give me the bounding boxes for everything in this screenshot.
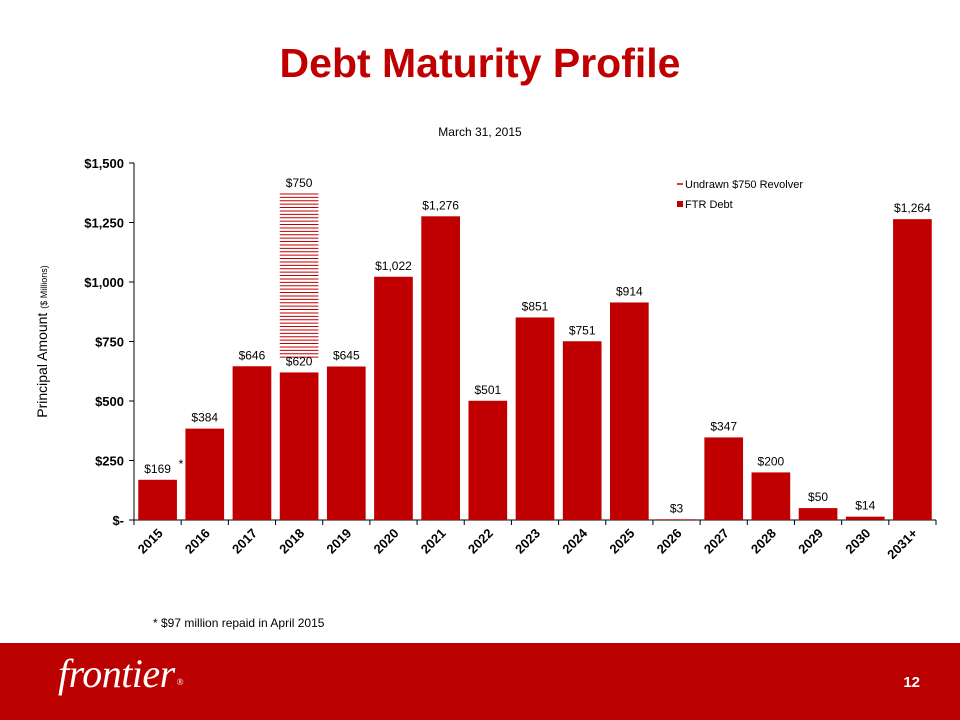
debt-maturity-chart: March 31, 2015 Principal Amount ($ Millio…: [34, 125, 937, 562]
data-label-2017: $646: [239, 348, 266, 362]
bar-2021: [421, 216, 460, 520]
data-label-2031+: $1,264: [894, 201, 931, 215]
x-tick-label: 2030: [842, 526, 873, 557]
y-tick-label: $250: [95, 454, 124, 469]
data-label-2015: $169: [144, 462, 171, 476]
bar-2024: [562, 341, 602, 520]
bar-2018: [279, 372, 319, 520]
x-tick-label: 2016: [182, 526, 213, 557]
y-tick-label: $750: [95, 335, 124, 350]
x-tick-label: 2019: [323, 526, 354, 557]
bar-2017: [232, 366, 272, 520]
y-tick-label: $1,000: [84, 275, 124, 290]
bar-2029: [798, 508, 838, 520]
data-label-2021: $1,276: [422, 198, 459, 212]
x-tick-label: 2020: [371, 526, 402, 557]
x-tick-label: 2015: [135, 526, 166, 557]
legend-label-debt: FTR Debt: [685, 199, 733, 211]
data-label-2016: $384: [191, 411, 218, 425]
bar-2026: [657, 519, 696, 520]
chart-legend: Undrawn $750 Revolver FTR Debt: [677, 179, 803, 211]
y-tick-label: $1,250: [84, 216, 124, 231]
y-tick-label: $1,500: [84, 156, 124, 171]
x-tick-label: 2026: [654, 526, 685, 557]
x-tick-label: 2018: [276, 526, 307, 557]
bar-2015: [138, 479, 177, 520]
chart-bars: [138, 193, 932, 520]
x-tick-label: 2025: [606, 526, 637, 557]
x-tick-label: 2021: [418, 526, 449, 557]
y-axis-label: Principal Amount ($ Millions): [34, 265, 50, 417]
legend-label-revolver: Undrawn $750 Revolver: [685, 179, 803, 191]
logo-registered-mark: ®: [176, 677, 184, 687]
bar-2020: [374, 276, 413, 520]
x-tick-label: 2028: [748, 526, 779, 557]
footnote: * $97 million repaid in April 2015: [153, 616, 325, 630]
data-label-2024: $751: [569, 323, 596, 337]
bar-2023: [515, 317, 555, 520]
bar-2019: [326, 366, 366, 520]
page-number: 12: [903, 674, 920, 691]
footer-bar: [0, 643, 960, 720]
x-tick-label: 2029: [795, 526, 826, 557]
data-label-2027: $347: [710, 419, 737, 433]
legend-swatch-debt: [677, 201, 683, 207]
bar-2022: [468, 400, 508, 520]
bar-2027: [704, 437, 744, 520]
data-label-2025: $914: [616, 284, 643, 298]
x-tick-label: 2022: [465, 526, 496, 557]
chart-subtitle: March 31, 2015: [438, 125, 522, 139]
bar-2028: [751, 472, 791, 520]
x-tick-label: 2017: [229, 526, 260, 557]
data-label-2026: $3: [670, 501, 684, 515]
data-label-2028: $200: [758, 454, 785, 468]
data-label-2023: $851: [522, 299, 549, 313]
data-label-2019: $645: [333, 348, 360, 362]
logo-text: frontier: [58, 651, 175, 696]
bar-2030: [845, 516, 885, 520]
bar-2016: [185, 428, 225, 520]
frontier-logo: frontier ®: [58, 650, 184, 697]
bar-revolver-hatched: [279, 193, 319, 358]
chart-labels: $169 $384 $646 $620 $645 $1,022 $1,276 $501 $851…: [144, 176, 931, 515]
data-label-2022: $501: [474, 383, 501, 397]
slide-title: Debt Maturity Profile: [279, 40, 681, 86]
bar-2031+: [893, 219, 932, 520]
x-tick-label: 2027: [701, 526, 732, 557]
x-tick-label: 2023: [512, 526, 543, 557]
data-label-2018: $620: [286, 354, 313, 368]
data-label-revolver: $750: [286, 176, 313, 190]
data-label-2020: $1,022: [375, 259, 412, 273]
bar-2025: [610, 302, 649, 520]
data-label-2030: $14: [855, 499, 875, 513]
data-label-2029: $50: [808, 490, 828, 504]
data-label-annotation: *: [179, 457, 184, 471]
y-tick-label: $500: [95, 394, 124, 409]
x-tick-label: 2031+: [884, 525, 921, 562]
x-tick-label: 2024: [559, 525, 591, 557]
y-tick-label: $-: [112, 513, 124, 528]
